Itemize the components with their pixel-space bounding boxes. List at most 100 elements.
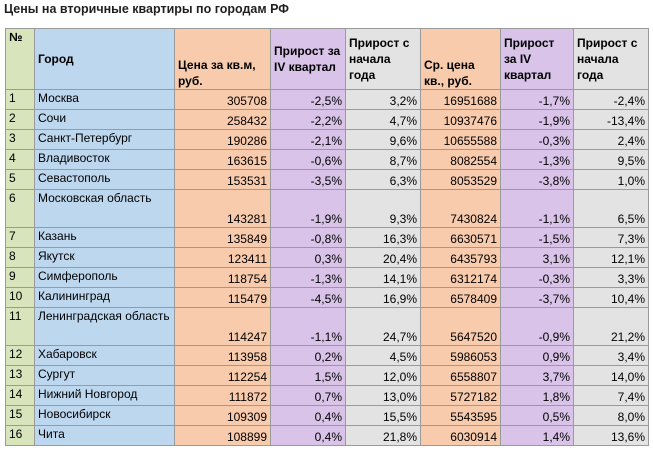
- row-growth-q4-avg[interactable]: -1,1%: [500, 189, 574, 228]
- row-growth-q4-avg[interactable]: 1,8%: [500, 385, 574, 406]
- row-price-sqm[interactable]: 111872: [174, 385, 271, 406]
- row-growth-ytd-sqm[interactable]: 9,6%: [345, 129, 421, 150]
- row-price-sqm[interactable]: 118754: [174, 267, 271, 288]
- row-number[interactable]: 9: [5, 267, 35, 288]
- row-number[interactable]: 12: [5, 345, 35, 366]
- row-price-sqm[interactable]: 163615: [174, 149, 271, 170]
- row-growth-ytd-avg[interactable]: 12,1%: [573, 247, 649, 268]
- row-number[interactable]: 15: [5, 405, 35, 426]
- row-growth-ytd-sqm[interactable]: 13,0%: [345, 385, 421, 406]
- row-city[interactable]: Чита: [34, 425, 175, 446]
- row-growth-ytd-avg[interactable]: 9,5%: [573, 149, 649, 170]
- row-growth-q4-sqm[interactable]: -2,1%: [270, 129, 346, 150]
- row-number[interactable]: 3: [5, 129, 35, 150]
- row-price-sqm[interactable]: 109309: [174, 405, 271, 426]
- row-growth-ytd-avg[interactable]: 21,2%: [573, 307, 649, 346]
- row-growth-ytd-sqm[interactable]: 15,5%: [345, 405, 421, 426]
- row-city[interactable]: Санкт-Петербург: [34, 129, 175, 150]
- row-price-sqm[interactable]: 115479: [174, 287, 271, 308]
- row-growth-q4-sqm[interactable]: -2,2%: [270, 109, 346, 130]
- row-growth-ytd-avg[interactable]: 10,4%: [573, 287, 649, 308]
- header-growth-q4-sqm[interactable]: Прирост за IV квартал: [270, 28, 346, 90]
- row-growth-ytd-sqm[interactable]: 16,9%: [345, 287, 421, 308]
- row-growth-ytd-sqm[interactable]: 8,7%: [345, 149, 421, 170]
- row-number[interactable]: 10: [5, 287, 35, 308]
- row-price-sqm[interactable]: 123411: [174, 247, 271, 268]
- row-growth-ytd-avg[interactable]: 3,3%: [573, 267, 649, 288]
- row-avg-price[interactable]: 10937476: [420, 109, 501, 130]
- row-growth-ytd-sqm[interactable]: 14,1%: [345, 267, 421, 288]
- row-growth-ytd-sqm[interactable]: 16,3%: [345, 227, 421, 248]
- row-avg-price[interactable]: 6030914: [420, 425, 501, 446]
- row-city[interactable]: Сочи: [34, 109, 175, 130]
- row-growth-q4-avg[interactable]: 1,4%: [500, 425, 574, 446]
- row-city[interactable]: Сургут: [34, 365, 175, 386]
- row-number[interactable]: 1: [5, 89, 35, 110]
- header-growth-ytd-sqm[interactable]: Прирост с начала года: [345, 28, 421, 90]
- row-growth-q4-avg[interactable]: -1,3%: [500, 149, 574, 170]
- header-growth-q4-avg[interactable]: Прирост за IV квартал: [500, 28, 574, 90]
- row-growth-ytd-avg[interactable]: 6,5%: [573, 189, 649, 228]
- row-price-sqm[interactable]: 305708: [174, 89, 271, 110]
- row-avg-price[interactable]: 6578409: [420, 287, 501, 308]
- row-growth-ytd-avg[interactable]: -13,4%: [573, 109, 649, 130]
- row-growth-q4-sqm[interactable]: -1,9%: [270, 189, 346, 228]
- row-growth-ytd-sqm[interactable]: 4,7%: [345, 109, 421, 130]
- row-city[interactable]: Новосибирск: [34, 405, 175, 426]
- row-number[interactable]: 14: [5, 385, 35, 406]
- row-growth-q4-sqm[interactable]: 0,2%: [270, 345, 346, 366]
- row-avg-price[interactable]: 5543595: [420, 405, 501, 426]
- header-price-sqm[interactable]: Цена за кв.м, руб.: [174, 28, 271, 90]
- row-number[interactable]: 2: [5, 109, 35, 130]
- row-city[interactable]: Московская область: [34, 189, 175, 228]
- row-growth-q4-sqm[interactable]: -3,5%: [270, 169, 346, 190]
- row-avg-price[interactable]: 6435793: [420, 247, 501, 268]
- row-price-sqm[interactable]: 108899: [174, 425, 271, 446]
- row-city[interactable]: Симферополь: [34, 267, 175, 288]
- row-price-sqm[interactable]: 112254: [174, 365, 271, 386]
- row-avg-price[interactable]: 6630571: [420, 227, 501, 248]
- row-number[interactable]: 16: [5, 425, 35, 446]
- row-growth-ytd-sqm[interactable]: 4,5%: [345, 345, 421, 366]
- row-growth-q4-sqm[interactable]: -0,8%: [270, 227, 346, 248]
- row-growth-ytd-avg[interactable]: 7,4%: [573, 385, 649, 406]
- row-city[interactable]: Казань: [34, 227, 175, 248]
- row-number[interactable]: 4: [5, 149, 35, 170]
- row-number[interactable]: 11: [5, 307, 35, 346]
- row-growth-q4-avg[interactable]: 0,9%: [500, 345, 574, 366]
- row-city[interactable]: Хабаровск: [34, 345, 175, 366]
- row-growth-ytd-avg[interactable]: 14,0%: [573, 365, 649, 386]
- row-growth-ytd-avg[interactable]: 2,4%: [573, 129, 649, 150]
- row-avg-price[interactable]: 8053529: [420, 169, 501, 190]
- row-growth-ytd-sqm[interactable]: 3,2%: [345, 89, 421, 110]
- row-growth-q4-avg[interactable]: -1,7%: [500, 89, 574, 110]
- row-number[interactable]: 8: [5, 247, 35, 268]
- row-price-sqm[interactable]: 258432: [174, 109, 271, 130]
- row-growth-q4-sqm[interactable]: -1,3%: [270, 267, 346, 288]
- row-city[interactable]: Якутск: [34, 247, 175, 268]
- row-city[interactable]: Ленинградская область: [34, 307, 175, 346]
- row-growth-ytd-avg[interactable]: 3,4%: [573, 345, 649, 366]
- row-growth-q4-sqm[interactable]: -4,5%: [270, 287, 346, 308]
- row-number[interactable]: 5: [5, 169, 35, 190]
- row-growth-ytd-avg[interactable]: 1,0%: [573, 169, 649, 190]
- row-growth-q4-avg[interactable]: -1,5%: [500, 227, 574, 248]
- row-price-sqm[interactable]: 114247: [174, 307, 271, 346]
- row-growth-ytd-sqm[interactable]: 20,4%: [345, 247, 421, 268]
- header-city[interactable]: Город: [34, 28, 175, 90]
- row-growth-q4-sqm[interactable]: 1,5%: [270, 365, 346, 386]
- row-growth-q4-avg[interactable]: -0,3%: [500, 267, 574, 288]
- row-growth-q4-avg[interactable]: -3,7%: [500, 287, 574, 308]
- row-avg-price[interactable]: 10655588: [420, 129, 501, 150]
- row-number[interactable]: 7: [5, 227, 35, 248]
- row-avg-price[interactable]: 6558807: [420, 365, 501, 386]
- row-city[interactable]: Владивосток: [34, 149, 175, 170]
- row-growth-q4-sqm[interactable]: 0,4%: [270, 425, 346, 446]
- row-growth-ytd-sqm[interactable]: 6,3%: [345, 169, 421, 190]
- row-price-sqm[interactable]: 143281: [174, 189, 271, 228]
- row-growth-q4-avg[interactable]: 3,7%: [500, 365, 574, 386]
- row-growth-q4-avg[interactable]: -3,8%: [500, 169, 574, 190]
- row-growth-q4-sqm[interactable]: 0,4%: [270, 405, 346, 426]
- row-price-sqm[interactable]: 135849: [174, 227, 271, 248]
- row-growth-q4-avg[interactable]: 3,1%: [500, 247, 574, 268]
